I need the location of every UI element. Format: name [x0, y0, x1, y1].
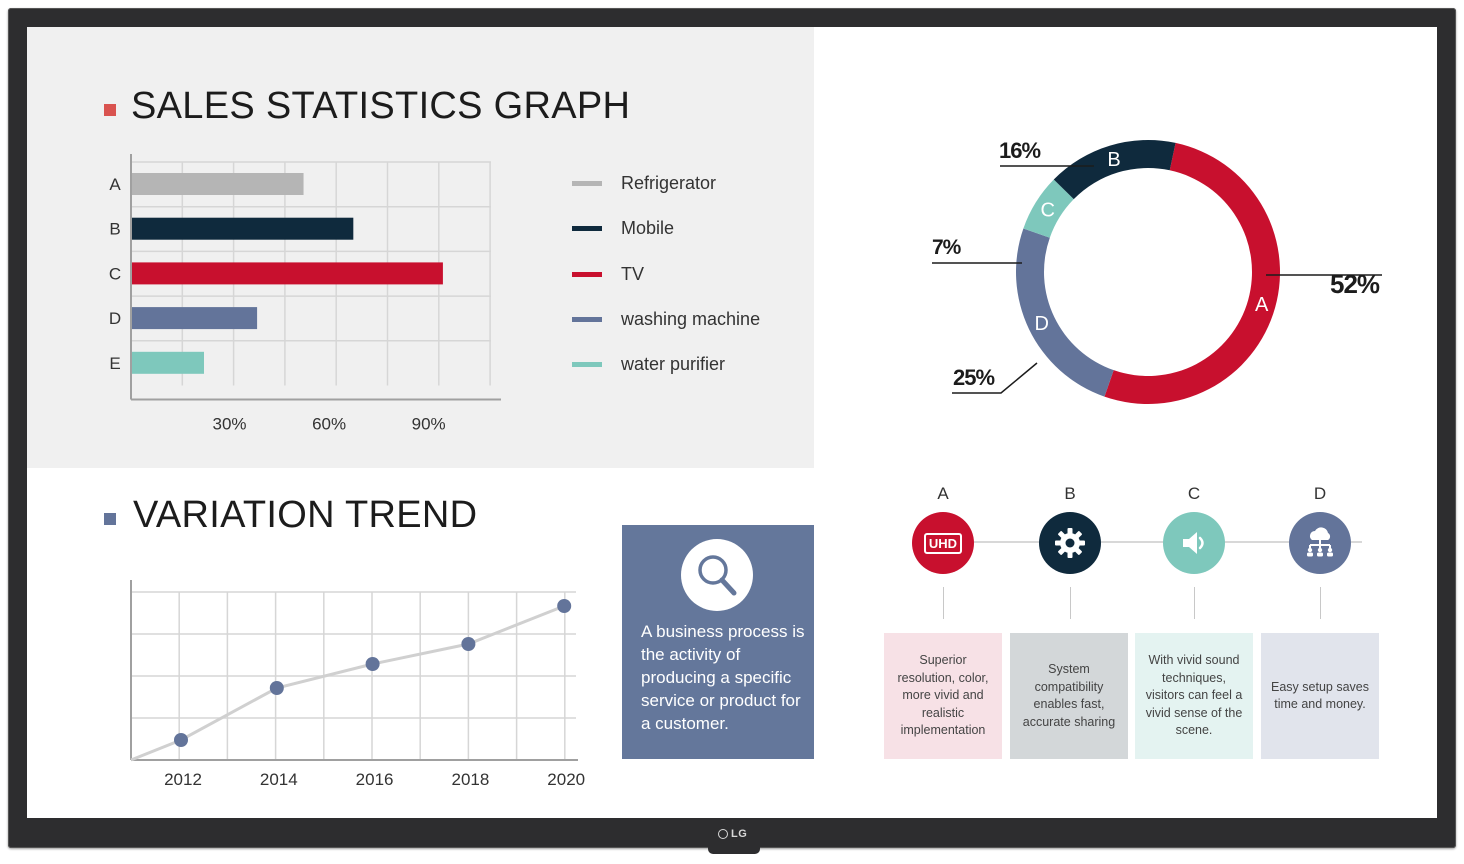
bar-x-tick: 90%: [412, 415, 446, 434]
donut-percent-label: 16%: [999, 138, 1040, 163]
trend-point: [557, 599, 572, 613]
uhd-icon-label: UHD: [923, 532, 963, 554]
info-card: A business process is the activity of pr…: [622, 525, 814, 759]
legend-item: TV: [572, 264, 644, 285]
sales-title: SALES STATISTICS GRAPH: [131, 85, 631, 127]
legend-swatch: [572, 271, 602, 277]
trend-point: [269, 681, 284, 695]
bar-b: [132, 217, 354, 240]
gear-icon: [1039, 512, 1101, 574]
line-x-tick: 2014: [260, 770, 298, 789]
trend-title: VARIATION TREND: [133, 494, 478, 536]
bar-category-label: D: [109, 309, 121, 328]
feature-connector: [1320, 587, 1321, 619]
bar-x-tick: 60%: [312, 415, 346, 434]
feature-card: With vivid sound techniques, visitors ca…: [1135, 633, 1253, 759]
feature-card-text: With vivid sound techniques, visitors ca…: [1145, 653, 1243, 738]
legend-item: washing machine: [572, 309, 760, 330]
donut-slice-label: A: [1255, 294, 1269, 316]
legend-label: Refrigerator: [621, 173, 717, 193]
legend-label: washing machine: [621, 308, 761, 329]
donut-slice-label: D: [1034, 313, 1048, 335]
feature-card: Easy setup saves time and money.: [1261, 633, 1379, 759]
bar-e: [132, 351, 204, 374]
line-x-tick: 2012: [164, 770, 202, 789]
donut-slice-label: C: [1041, 200, 1055, 222]
uhd-icon: UHD: [912, 512, 974, 574]
donut-leader-line: [952, 362, 1038, 394]
legend-label: Mobile: [621, 218, 675, 239]
legend-item: Refrigerator: [572, 173, 716, 194]
donut-slice-c: [1023, 179, 1074, 238]
trend-point: [365, 657, 380, 671]
trend-point: [174, 733, 188, 747]
bar-category-label: E: [109, 354, 120, 373]
bar-category-label: A: [109, 175, 121, 194]
legend-item: water purifier: [572, 354, 725, 375]
sales-title-marker: [104, 104, 116, 116]
donut-slice-d: [1016, 228, 1114, 397]
magnifier-icon: [681, 539, 753, 611]
feature-connector: [943, 587, 944, 619]
donut-percent-label: 7%: [932, 236, 962, 259]
feature-letter: C: [1187, 484, 1201, 503]
legend-swatch: [572, 362, 602, 368]
legend-label: TV: [621, 263, 645, 284]
display-screen: SALES STATISTICS GRAPH A B C D E 30% 60% 90% Re…: [27, 27, 1437, 818]
sales-panel: SALES STATISTICS GRAPH A B C D E 30% 60% 90% Re…: [27, 27, 814, 468]
feature-card: Superior resolution, color, more vivid a…: [884, 633, 1002, 759]
trend-line-chart: 2012 2014 2016 2018 2020: [130, 580, 585, 789]
donut-percent-label: 52%: [1330, 269, 1380, 299]
feature-letter: B: [1064, 484, 1076, 503]
sales-bar-chart: A B C D E 30% 60% 90%: [109, 154, 501, 434]
feature-card-text: System compatibility enables fast, accur…: [1022, 662, 1116, 729]
line-x-tick: 2018: [451, 770, 489, 789]
feature-card-text: Superior resolution, color, more vivid a…: [897, 653, 989, 738]
speaker-icon: [1163, 512, 1225, 574]
feature-connector: [1070, 587, 1071, 619]
bar-c: [132, 262, 443, 285]
line-x-tick: 2016: [356, 770, 394, 789]
trend-title-marker: [104, 513, 116, 525]
legend-item: Mobile: [572, 218, 674, 239]
bar-d: [132, 307, 258, 330]
legend-swatch: [572, 181, 602, 186]
bar-category-label: C: [109, 264, 121, 283]
feature-card-text: Easy setup saves time and money.: [1271, 679, 1369, 712]
line-grid: [131, 591, 576, 760]
info-text: A business process is the activity of pr…: [641, 622, 805, 733]
trend-line: [130, 604, 565, 762]
brand-logo: LG: [718, 827, 747, 841]
legend-swatch: [572, 226, 602, 232]
donut-percent-label: 25%: [953, 365, 994, 390]
line-x-tick: 2020: [547, 770, 585, 789]
bar-a: [132, 173, 304, 195]
cloud-network-icon: [1289, 512, 1351, 574]
feature-letter: D: [1313, 484, 1327, 503]
donut-slice-b: [1053, 140, 1176, 200]
bar-category-label: B: [109, 220, 120, 239]
feature-connector: [1194, 587, 1195, 619]
monitor-stand: [708, 846, 760, 854]
donut-slice-a: [1104, 142, 1281, 404]
bar-x-tick: 30%: [213, 415, 247, 434]
legend-label: water purifier: [621, 354, 726, 375]
legend-swatch: [572, 316, 602, 322]
donut-slice-label: B: [1107, 149, 1120, 171]
share-donut-chart: A D C B 52% 25% 7% 16%: [932, 138, 1382, 404]
feature-card: System compatibility enables fast, accur…: [1010, 633, 1128, 759]
feature-letter: A: [937, 484, 949, 503]
trend-point: [461, 637, 476, 651]
